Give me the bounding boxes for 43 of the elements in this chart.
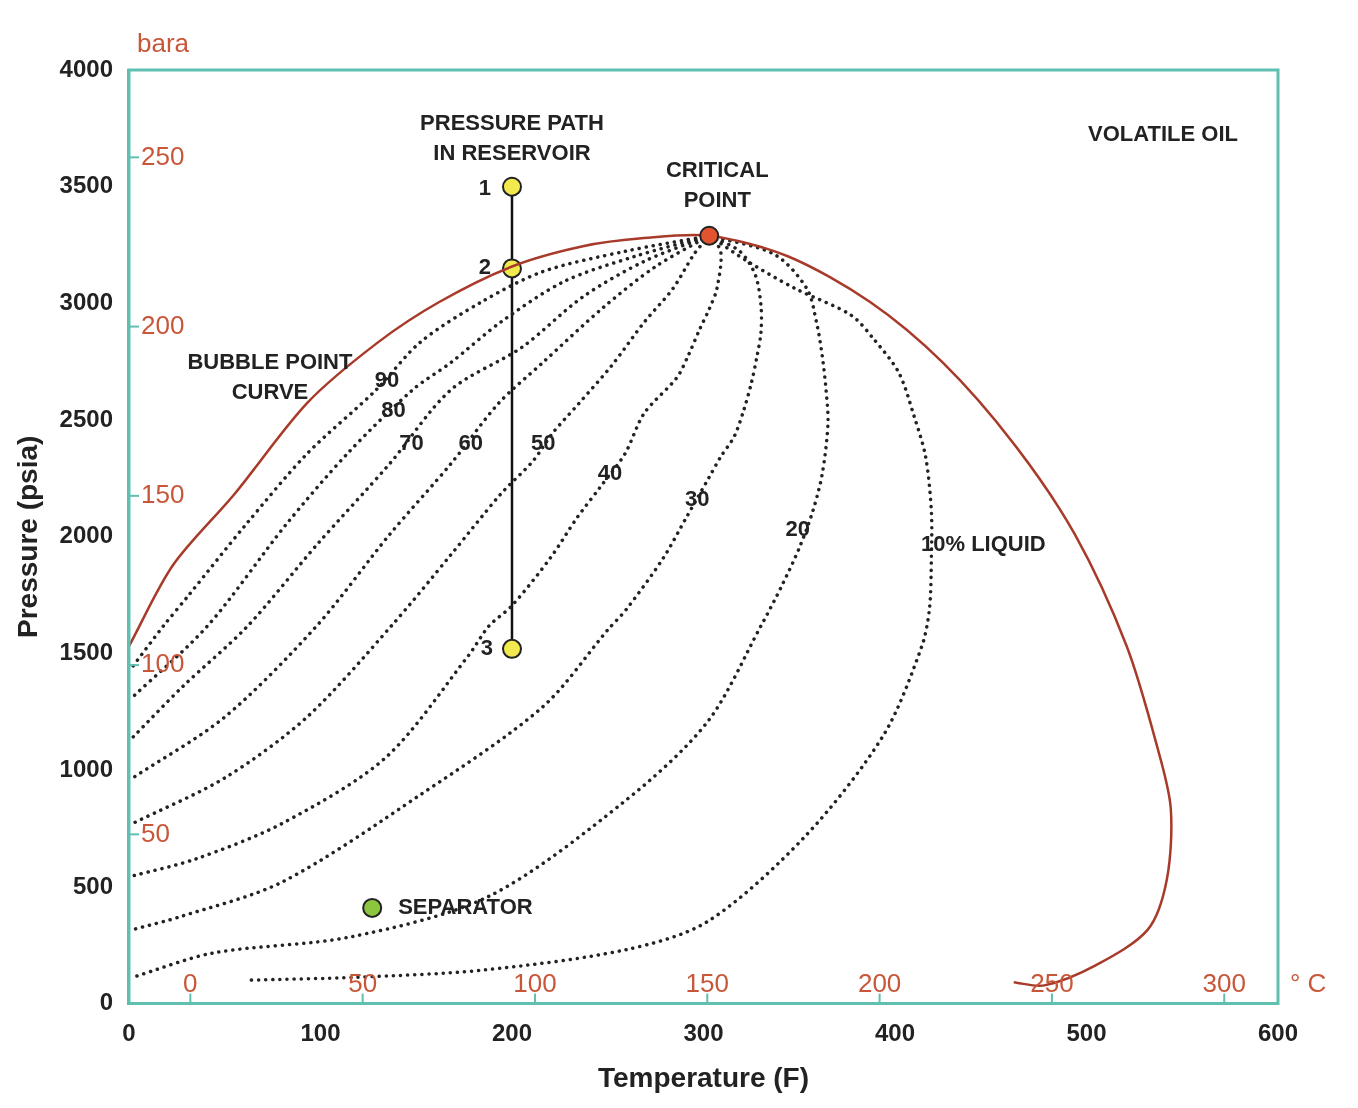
x-tick-label: 300 xyxy=(683,1018,724,1046)
x2-axis-title: ° C xyxy=(1290,967,1327,998)
annotation: 60 xyxy=(458,430,483,456)
annotation: 20 xyxy=(785,515,810,541)
y-tick-label: 1000 xyxy=(59,754,113,782)
x-tick-label: 400 xyxy=(874,1018,916,1046)
x2-tick-label: 0 xyxy=(183,967,198,998)
y2-axis-title: bara xyxy=(136,28,190,59)
annotation: PRESSURE PATH IN RESERVOIR xyxy=(420,109,604,165)
x2-tick-label: 300 xyxy=(1202,967,1246,998)
x-tick-label: 600 xyxy=(1257,1018,1299,1046)
y2-tick-label: 200 xyxy=(140,309,185,340)
annotation: VOLATILE OIL xyxy=(1088,121,1238,147)
annotation: 50 xyxy=(530,429,556,455)
x-tick-label: 200 xyxy=(491,1018,533,1046)
y2-tick-label: 100 xyxy=(140,648,185,679)
x-tick-label: 0 xyxy=(122,1018,136,1046)
x2-tick-label: 50 xyxy=(348,967,378,998)
annotation: 3 xyxy=(480,634,494,660)
x-tick-label: 100 xyxy=(300,1018,341,1046)
y-tick-label: 1500 xyxy=(59,638,113,666)
y2-tick-label: 50 xyxy=(140,817,170,848)
y2-tick-label: 250 xyxy=(140,140,185,171)
annotation: 2 xyxy=(478,254,492,280)
x2-tick-label: 100 xyxy=(513,967,557,998)
x2-tick-label: 200 xyxy=(857,967,902,998)
y-tick-label: 2000 xyxy=(59,521,113,549)
y-tick-label: 4000 xyxy=(59,54,113,82)
y-axis-title: Pressure (psia) xyxy=(11,435,43,638)
y-tick-label: 3500 xyxy=(59,171,113,199)
x2-tick-label: 150 xyxy=(685,967,729,998)
x-tick-label: 500 xyxy=(1066,1018,1107,1046)
annotation: CRITICAL POINT xyxy=(665,156,769,212)
annotation: 30 xyxy=(685,486,710,512)
x-axis-title: Temperature (F) xyxy=(597,1061,810,1093)
y-tick-label: 2500 xyxy=(59,404,113,432)
y2-tick-label: 150 xyxy=(140,479,185,510)
y-tick-label: 500 xyxy=(72,871,113,899)
annotation: 10% LIQUID xyxy=(921,530,1046,556)
annotation: 1 xyxy=(478,174,492,200)
y-tick-label: 0 xyxy=(99,988,113,1016)
y-tick-label: 3000 xyxy=(59,288,113,316)
annotation: BUBBLE POINT CURVE xyxy=(187,349,353,405)
